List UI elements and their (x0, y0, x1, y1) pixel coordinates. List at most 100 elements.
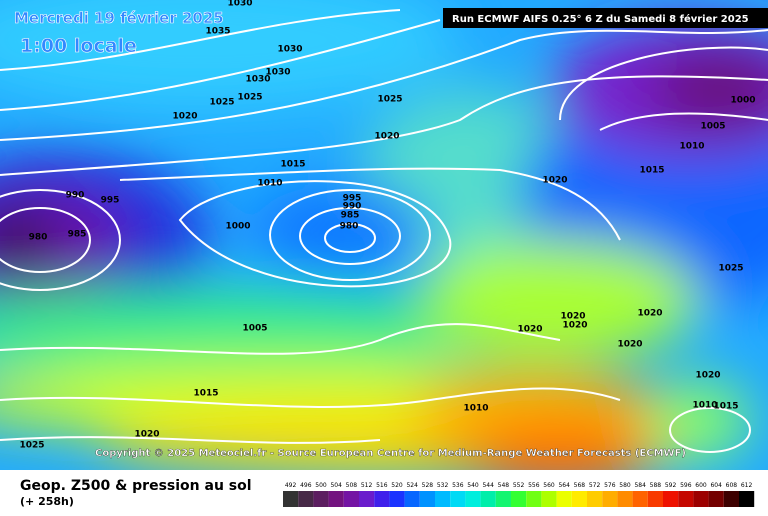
isobar-label: 1020 (560, 312, 585, 322)
colorbar-swatch (647, 491, 663, 507)
colorbar-label: 576 (604, 482, 616, 489)
isobar-label: 1010 (692, 401, 717, 411)
colorbar-swatch (723, 491, 739, 507)
isobar-label: 1035 (205, 27, 230, 37)
colorbar-label: 600 (695, 482, 707, 489)
colorbar-swatch (678, 491, 694, 507)
isobar-label: 1025 (237, 93, 262, 103)
colorbar-swatch (450, 491, 466, 507)
colorbar-swatch (739, 491, 755, 507)
colorbar-swatch (283, 491, 299, 507)
isobar-label: 1010 (257, 179, 282, 189)
colorbar-label: 556 (528, 482, 540, 489)
colorbar-swatch (435, 491, 451, 507)
colorbar-swatch (587, 491, 603, 507)
colorbar-label: 492 (285, 482, 297, 489)
isobar-label: 1020 (517, 325, 542, 335)
isobar-label: 1020 (617, 340, 642, 350)
legend-title: Geop. Z500 & pression au sol (20, 478, 252, 494)
run-box (443, 8, 768, 28)
colorbar-swatch (511, 491, 527, 507)
isobar-label: 1015 (280, 160, 305, 170)
colorbar-swatch (571, 491, 587, 507)
colorbar-swatch (556, 491, 572, 507)
isobar-label: 1030 (227, 0, 252, 9)
isobar-label: 990 (343, 202, 362, 212)
forecast-time: 1:00 locale (20, 35, 137, 57)
colorbar-swatch (404, 491, 420, 507)
colorbar-label: 592 (665, 482, 677, 489)
field-background (0, 0, 768, 490)
colorbar-label: 580 (619, 482, 631, 489)
lead-time: (+ 258h) (20, 495, 74, 508)
isobar-label: 1020 (172, 112, 197, 122)
colorbar-swatch (419, 491, 435, 507)
colorbar-swatch (632, 491, 648, 507)
colorbar-swatch (389, 491, 405, 507)
colorbar-label: 552 (513, 482, 525, 489)
isobar-label: 1030 (265, 68, 290, 78)
isobar-label: 1020 (695, 371, 720, 381)
isobar-label: 1010 (463, 404, 488, 414)
isobar-label: 1030 (277, 45, 302, 55)
run-info: Run ECMWF AIFS 0.25° 6 Z du Samedi 8 fév… (452, 13, 749, 25)
colorbar-label: 520 (391, 482, 403, 489)
isobar-label: 1025 (718, 264, 743, 274)
isobar-label: 985 (68, 230, 87, 240)
isobar-label: 1015 (713, 402, 738, 412)
isobar-label: 1025 (209, 98, 234, 108)
colorbar-label: 568 (574, 482, 586, 489)
colorbar-label: 508 (346, 482, 358, 489)
colorbar-label: 560 (543, 482, 555, 489)
colorbar-swatch (298, 491, 314, 507)
colorbar-label: 596 (680, 482, 692, 489)
isobar-label: 1000 (225, 222, 250, 232)
colorbar-swatch (602, 491, 618, 507)
colorbar-label: 564 (558, 482, 570, 489)
colorbar-swatch (693, 491, 709, 507)
colorbar-swatch (465, 491, 481, 507)
colorbar-label: 588 (650, 482, 662, 489)
colorbar: 492 496 500 504 508 512 516 520 524 528 532 536 540 5… (283, 482, 755, 507)
colorbar-label: 548 (498, 482, 510, 489)
isobar-label: 985 (341, 211, 360, 221)
colorbar-swatch (359, 491, 375, 507)
colorbar-label: 516 (376, 482, 388, 489)
colorbar-label: 544 (482, 482, 494, 489)
colorbar-label: 608 (726, 482, 738, 489)
colorbar-label: 604 (710, 482, 722, 489)
colorbar-label: 528 (422, 482, 434, 489)
colorbar-label: 536 (452, 482, 464, 489)
isobars (0, 9, 768, 453)
colorbar-swatch (617, 491, 633, 507)
colorbar-swatch (480, 491, 496, 507)
isobar-label: 1015 (639, 166, 664, 176)
isobar-label: 1015 (193, 389, 218, 399)
colorbar-label: 572 (589, 482, 601, 489)
isobar-label: 1020 (562, 321, 587, 331)
isobar-label: 1020 (374, 132, 399, 142)
colorbar-swatch (343, 491, 359, 507)
isobar-label: 980 (340, 222, 359, 232)
isobar-label: 1020 (542, 176, 567, 186)
isobar-label: 1010 (679, 142, 704, 152)
colorbar-swatch (541, 491, 557, 507)
colorbar-label: 512 (361, 482, 373, 489)
colorbar-swatch (313, 491, 329, 507)
colorbar-label: 496 (300, 482, 312, 489)
colorbar-swatch (663, 491, 679, 507)
colorbar-swatch (495, 491, 511, 507)
isobar-label: 1000 (730, 96, 755, 106)
colorbar-swatch (708, 491, 724, 507)
colorbar-label: 584 (634, 482, 646, 489)
colorbar-label: 504 (330, 482, 342, 489)
isobar-label: 995 (101, 196, 120, 206)
isobar-label: 1025 (377, 95, 402, 105)
colorbar-label: 612 (741, 482, 753, 489)
copyright: Copyright © 2025 Meteociel.fr - Source E… (95, 448, 686, 459)
colorbar-label: 524 (406, 482, 418, 489)
colorbar-label: 532 (437, 482, 449, 489)
